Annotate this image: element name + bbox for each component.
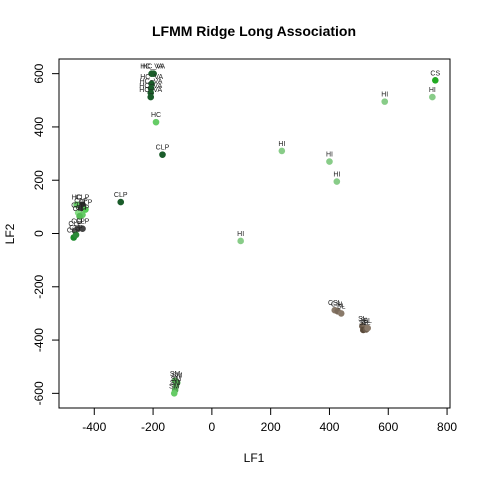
- chart-title: LFMM Ridge Long Association: [152, 23, 356, 39]
- data-point: [152, 118, 160, 126]
- x-tick-label: 400: [319, 420, 339, 434]
- point-label: CLP: [69, 225, 83, 232]
- point-label: SM: [170, 380, 181, 387]
- point-label: HI: [429, 87, 436, 94]
- data-point: [337, 310, 345, 317]
- point-label: CLP: [76, 195, 90, 202]
- data-point: [147, 93, 155, 101]
- data-point: [278, 147, 286, 155]
- data-point: [79, 225, 86, 233]
- data-point: [170, 390, 178, 397]
- point-label: HC: [151, 112, 161, 119]
- data-point: [150, 70, 157, 77]
- point-label: SM: [172, 373, 183, 380]
- point-label: CLP: [156, 145, 170, 152]
- point-label: HI: [333, 172, 340, 179]
- point-label: CLP: [79, 200, 93, 207]
- y-tick-label: -600: [32, 381, 46, 405]
- point-label: SM: [170, 371, 181, 378]
- point-label: CLP: [76, 205, 90, 212]
- data-point: [364, 324, 371, 332]
- x-tick-label: -400: [82, 420, 106, 434]
- y-tick-label: 600: [32, 63, 46, 83]
- x-tick-label: 600: [378, 420, 398, 434]
- point-label: SL: [360, 317, 369, 324]
- point-label: CLP: [74, 198, 88, 205]
- data-point: [429, 93, 436, 101]
- y-tick-label: 200: [32, 170, 46, 190]
- point-labels: HC_VAHC_VAHC_VAHC_VAHC_VAHC_VAHCCLPCLPHC…: [67, 64, 441, 391]
- y-tick-label: -400: [32, 328, 46, 352]
- point-label: CLP: [68, 221, 82, 228]
- point-label: HC_VA: [142, 64, 165, 71]
- point-label: HC_VA: [140, 78, 163, 85]
- point-label: HC_VA: [139, 83, 162, 90]
- point-label: CSL: [328, 300, 342, 307]
- x-tick-label: 200: [261, 420, 281, 434]
- data-point: [82, 206, 89, 213]
- x-axis: -400 -200 0 200 400 600 800: [82, 407, 457, 434]
- point-label: SM: [171, 376, 182, 383]
- point-label: CLP: [71, 203, 85, 210]
- x-tick-label: 800: [437, 420, 457, 434]
- y-axis: -600 -400 -200 0 200 400 600: [32, 63, 59, 405]
- point-label: HI: [326, 152, 333, 159]
- point-label: SL: [337, 303, 346, 310]
- data-points: [70, 70, 439, 397]
- point-label: HC_VA: [140, 74, 163, 81]
- data-point: [72, 231, 80, 239]
- data-point: [432, 77, 439, 84]
- point-label: HC_VA: [140, 64, 163, 71]
- point-label: HI: [381, 92, 388, 99]
- data-point: [237, 237, 244, 245]
- x-tick-label: -200: [141, 420, 165, 434]
- data-point: [76, 212, 83, 220]
- point-label: SL: [362, 319, 371, 326]
- y-axis-label: LF2: [3, 223, 17, 244]
- data-point: [381, 98, 389, 105]
- point-label: SL: [358, 316, 367, 323]
- point-label: HC: [72, 195, 82, 202]
- point-label: HC_VA: [139, 87, 162, 94]
- point-label: SL: [363, 318, 372, 325]
- data-point: [333, 178, 341, 185]
- point-label: HI: [278, 141, 285, 148]
- point-label: CLP: [114, 192, 128, 199]
- data-point: [117, 198, 125, 206]
- x-tick-label: 0: [209, 420, 216, 434]
- point-label: SM: [169, 383, 180, 390]
- data-point: [73, 201, 80, 209]
- point-label: CLP: [73, 206, 87, 213]
- point-label: CSL: [331, 301, 345, 308]
- point-label: CLP: [76, 219, 90, 226]
- data-point: [326, 158, 333, 165]
- point-label: CLP: [67, 227, 81, 234]
- y-tick-label: 0: [32, 230, 46, 237]
- x-axis-label: LF1: [244, 451, 265, 465]
- plot-frame: [58, 58, 451, 409]
- y-tick-label: -200: [32, 274, 46, 298]
- point-label: CLP: [71, 219, 85, 226]
- point-label: CS: [430, 70, 440, 77]
- point-label: HI: [237, 231, 244, 238]
- y-tick-label: 400: [32, 117, 46, 137]
- data-point: [159, 151, 166, 158]
- point-label: SL: [359, 320, 368, 327]
